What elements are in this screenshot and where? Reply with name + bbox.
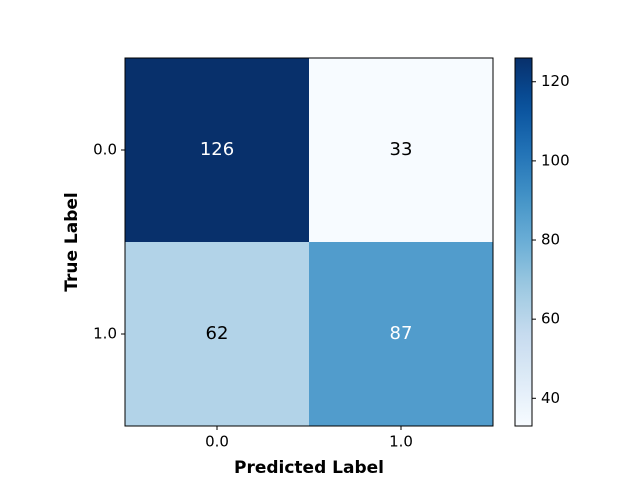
colorbar: [514, 57, 533, 427]
colorbar-tick-label: 60: [541, 310, 560, 328]
heatmap-cell: [125, 58, 309, 242]
x-tick-label: 1.0: [389, 433, 413, 451]
colorbar-tick-label: 80: [541, 231, 560, 249]
cell-label: 87: [390, 323, 413, 344]
x-tick-label: 0.0: [205, 433, 229, 451]
colorbar-tick-label: 100: [541, 151, 570, 169]
y-axis-title: True Label: [62, 192, 82, 292]
colorbar-tick-label: 40: [541, 389, 560, 407]
heatmap-cell: [309, 58, 493, 242]
cell-label: 33: [390, 139, 413, 160]
x-axis-title: Predicted Label: [234, 458, 384, 478]
heatmap-cell: [125, 242, 309, 426]
cell-label: 62: [206, 323, 229, 344]
cell-label: 126: [200, 139, 234, 160]
colorbar-tick-label: 120: [541, 72, 570, 90]
y-tick-label: 0.0: [93, 141, 117, 159]
heatmap-cell: [309, 242, 493, 426]
y-tick-label: 1.0: [93, 325, 117, 343]
plot-frame: [124, 57, 494, 427]
